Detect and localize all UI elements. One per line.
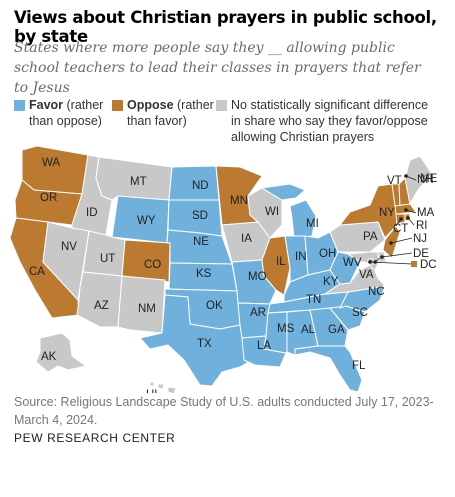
state-label-id: ID — [86, 207, 98, 219]
state-nm[interactable] — [117, 275, 166, 334]
state-label-in: IN — [295, 251, 307, 263]
state-label-az: AZ — [94, 300, 109, 312]
state-label-la: LA — [257, 340, 271, 352]
state-label-ar: AR — [250, 307, 266, 319]
state-label-fl: FL — [352, 360, 366, 372]
state-label-ks: KS — [196, 268, 212, 280]
state-label-nc: NC — [368, 286, 385, 298]
state-label-mt: MT — [130, 176, 147, 188]
legend-no-difference-label: No statistically significant difference … — [231, 98, 429, 144]
state-label-ms: MS — [277, 323, 295, 335]
state-label-pa: PA — [363, 231, 378, 243]
state-tx[interactable] — [139, 294, 253, 387]
state-label-al: AL — [301, 324, 316, 336]
state-label-vt: VT — [387, 175, 402, 187]
state-label-wy: WY — [137, 215, 156, 227]
state-label-mo: MO — [248, 271, 267, 283]
chart-title: Views about Christian prayers in public … — [14, 8, 437, 46]
state-label-ut: UT — [100, 253, 115, 265]
state-label-ca: CA — [29, 266, 45, 278]
legend-favor-label: Favor — [29, 98, 64, 112]
state-label-ga: GA — [328, 324, 345, 336]
state-label-de: DE — [413, 248, 429, 260]
chart-subtitle: States where more people say they __ all… — [14, 40, 421, 96]
state-label-wv: WV — [343, 257, 362, 269]
state-label-wi: WI — [265, 206, 279, 218]
state-label-oh: OH — [319, 248, 336, 260]
state-label-mi: MI — [306, 218, 319, 230]
legend-oppose-detail: (rather than favor) — [127, 98, 214, 128]
state-label-hi: HI — [146, 389, 158, 393]
state-label-nd: ND — [192, 180, 209, 192]
state-label-ne: NE — [193, 236, 209, 248]
state-wa[interactable] — [21, 145, 89, 195]
state-label-ok: OK — [206, 300, 223, 312]
state-label-ct: CT — [393, 223, 408, 235]
legend-no-difference-swatch — [216, 100, 227, 111]
state-label-ia: IA — [241, 233, 252, 245]
state-label-or: OR — [40, 192, 57, 204]
state-label-co: CO — [144, 259, 161, 271]
state-fl[interactable] — [294, 345, 363, 393]
state-label-nv: NV — [61, 241, 77, 253]
state-ga[interactable] — [309, 307, 349, 347]
us-state-map: WA OR CA ID NV UT AZ MT WY CO NM ND SD NE KS OK TX MN IA MO… — [9, 145, 438, 393]
dc-callout-swatch — [411, 261, 417, 267]
state-label-nh: NH — [417, 174, 434, 186]
state-md[interactable] — [347, 251, 380, 271]
state-label-mn: MN — [230, 195, 248, 207]
state-label-ri: RI — [416, 220, 428, 232]
state-label-sd: SD — [192, 210, 208, 222]
state-label-va: VA — [359, 269, 374, 281]
state-label-nm: NM — [138, 303, 156, 315]
source-note: Source: Religious Landscape Study of U.S… — [14, 395, 434, 427]
state-label-nj: NJ — [413, 233, 427, 245]
state-label-wa: WA — [42, 157, 60, 169]
state-label-tn: TN — [306, 294, 321, 306]
state-label-ak: AK — [41, 351, 57, 363]
state-me[interactable] — [404, 155, 433, 205]
legend-oppose-swatch — [112, 100, 123, 111]
state-label-ma: MA — [417, 207, 435, 219]
state-hi[interactable] — [149, 381, 177, 393]
state-label-tx: TX — [197, 338, 212, 350]
legend-favor-detail: (rather than oppose) — [29, 98, 104, 128]
state-label-dc: DC — [420, 259, 437, 271]
state-mi[interactable] — [261, 183, 317, 239]
state-label-sc: SC — [352, 307, 368, 319]
credit-line: PEW RESEARCH CENTER — [14, 431, 176, 445]
legend-favor-swatch — [14, 100, 25, 111]
state-ak[interactable] — [35, 332, 87, 373]
state-label-ny: NY — [379, 207, 395, 219]
state-label-ky: KY — [323, 276, 339, 288]
state-label-me: ME — [420, 173, 438, 185]
legend-oppose-label: Oppose — [127, 98, 174, 112]
state-label-il: IL — [276, 256, 286, 268]
